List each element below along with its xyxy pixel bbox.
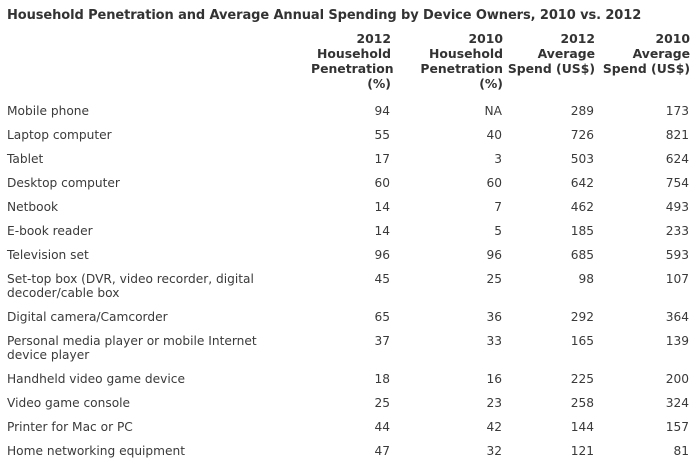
spend-2012-cell: 258 xyxy=(570,396,594,410)
penetration-2012-cell: 47 xyxy=(374,444,390,458)
spend-2010-cell: 107 xyxy=(665,272,689,286)
header-2012-penetration: 2012 Household Penetration (%) xyxy=(294,31,394,99)
spend-2012-cell: 292 xyxy=(570,310,594,324)
penetration-2010-cell: 23 xyxy=(486,396,502,410)
device-name-cell: Printer for Mac or PC xyxy=(7,420,133,434)
header-2012-spend: 2012 Average Spend (US$) xyxy=(505,31,597,99)
table-row: Home networking equipment 47 32 121 81 xyxy=(0,439,692,463)
spend-2012-cell: 121 xyxy=(570,444,594,458)
spend-2012-cell: 185 xyxy=(570,224,594,238)
device-name-cell: Desktop computer xyxy=(7,176,120,190)
device-spending-table: 2012 Household Penetration (%) 2010 Hous… xyxy=(0,31,692,463)
spend-2012-cell: 165 xyxy=(570,334,594,348)
spend-2012-cell: 685 xyxy=(570,248,594,262)
penetration-2010-cell: 36 xyxy=(486,310,502,324)
table-row: E-book reader 14 5 185 233 xyxy=(0,219,692,243)
penetration-2010-cell: 16 xyxy=(486,372,502,386)
penetration-2010-cell: 40 xyxy=(486,128,502,142)
spend-2012-cell: 225 xyxy=(570,372,594,386)
penetration-2012-cell: 37 xyxy=(374,334,390,348)
device-name-cell: Tablet xyxy=(7,152,44,166)
device-name-cell: E-book reader xyxy=(7,224,93,238)
penetration-2012-cell: 94 xyxy=(374,104,390,118)
spend-2010-cell: 624 xyxy=(665,152,689,166)
penetration-2012-cell: 18 xyxy=(374,372,390,386)
penetration-2012-cell: 55 xyxy=(374,128,390,142)
spend-2012-cell: 289 xyxy=(570,104,594,118)
spend-2012-cell: 462 xyxy=(570,200,594,214)
penetration-2010-cell: 7 xyxy=(494,200,502,214)
table-row: Desktop computer 60 60 642 754 xyxy=(0,171,692,195)
penetration-2010-cell: NA xyxy=(484,104,502,118)
penetration-2010-cell: 5 xyxy=(494,224,502,238)
table-row: Laptop computer 55 40 726 821 xyxy=(0,123,692,147)
spend-2010-cell: 173 xyxy=(665,104,689,118)
device-name-cell: Mobile phone xyxy=(7,104,89,118)
penetration-2012-cell: 17 xyxy=(374,152,390,166)
penetration-2012-cell: 96 xyxy=(374,248,390,262)
spend-2010-cell: 821 xyxy=(665,128,689,142)
spend-2010-cell: 233 xyxy=(665,224,689,238)
penetration-2012-cell: 25 xyxy=(374,396,390,410)
header-2010-penetration: 2010 Household Penetration (%) xyxy=(393,31,505,99)
device-name-cell: Television set xyxy=(7,248,89,262)
table-body: Mobile phone 94 NA 289 173 Laptop computer 55 4… xyxy=(0,99,692,463)
table-row: Set-top box (DVR, video recorder, digita… xyxy=(0,267,692,305)
table-row: Netbook 14 7 462 493 xyxy=(0,195,692,219)
device-name-cell: Personal media player or mobile Internet… xyxy=(7,334,257,362)
table-row: Handheld video game device 18 16 225 200 xyxy=(0,367,692,391)
spend-2010-cell: 493 xyxy=(665,200,689,214)
penetration-2010-cell: 60 xyxy=(486,176,502,190)
header-2010-penetration-label: 2010 Household Penetration (%) xyxy=(420,31,503,91)
penetration-2012-cell: 45 xyxy=(374,272,390,286)
penetration-2012-cell: 44 xyxy=(374,420,390,434)
spend-2010-cell: 139 xyxy=(665,334,689,348)
table-row: Video game console 25 23 258 324 xyxy=(0,391,692,415)
device-name-cell: Set-top box (DVR, video recorder, digita… xyxy=(7,272,254,300)
penetration-2010-cell: 3 xyxy=(494,152,502,166)
table-row: Digital camera/Camcorder 65 36 292 364 xyxy=(0,305,692,329)
table-row: Tablet 17 3 503 624 xyxy=(0,147,692,171)
header-2010-spend: 2010 Average Spend (US$) xyxy=(597,31,692,99)
spend-2010-cell: 81 xyxy=(673,444,689,458)
penetration-2010-cell: 42 xyxy=(486,420,502,434)
spend-2012-cell: 503 xyxy=(570,152,594,166)
device-name-cell: Home networking equipment xyxy=(7,444,186,458)
penetration-2012-cell: 65 xyxy=(374,310,390,324)
penetration-2010-cell: 32 xyxy=(486,444,502,458)
spend-2012-cell: 726 xyxy=(570,128,594,142)
spend-2010-cell: 157 xyxy=(665,420,689,434)
device-name-cell: Laptop computer xyxy=(7,128,112,142)
penetration-2012-cell: 60 xyxy=(374,176,390,190)
header-2012-penetration-label: 2012 Household Penetration (%) xyxy=(310,31,394,91)
spend-2010-cell: 364 xyxy=(665,310,689,324)
device-name-cell: Handheld video game device xyxy=(7,372,185,386)
table-title: Household Penetration and Average Annual… xyxy=(7,8,642,23)
table-row: Mobile phone 94 NA 289 173 xyxy=(0,99,692,123)
penetration-2012-cell: 14 xyxy=(374,200,390,214)
spend-2010-cell: 754 xyxy=(665,176,689,190)
table-row: Television set 96 96 685 593 xyxy=(0,243,692,267)
penetration-2010-cell: 25 xyxy=(486,272,502,286)
penetration-2012-cell: 14 xyxy=(374,224,390,238)
spend-2012-cell: 98 xyxy=(578,272,594,286)
penetration-2010-cell: 33 xyxy=(486,334,502,348)
header-row: 2012 Household Penetration (%) 2010 Hous… xyxy=(0,31,692,99)
table-row: Printer for Mac or PC 44 42 144 157 xyxy=(0,415,692,439)
device-name-cell: Video game console xyxy=(7,396,131,410)
header-2010-spend-label: 2010 Average Spend (US$) xyxy=(602,31,690,76)
header-device xyxy=(0,31,294,99)
spend-2010-cell: 593 xyxy=(665,248,689,262)
spend-2012-cell: 144 xyxy=(570,420,594,434)
device-name-cell: Digital camera/Camcorder xyxy=(7,310,168,324)
spend-2010-cell: 200 xyxy=(665,372,689,386)
header-2012-spend-label: 2012 Average Spend (US$) xyxy=(507,31,595,76)
table-row: Personal media player or mobile Internet… xyxy=(0,329,692,367)
device-name-cell: Netbook xyxy=(7,200,59,214)
penetration-2010-cell: 96 xyxy=(486,248,502,262)
spend-2010-cell: 324 xyxy=(665,396,689,410)
spend-2012-cell: 642 xyxy=(570,176,594,190)
